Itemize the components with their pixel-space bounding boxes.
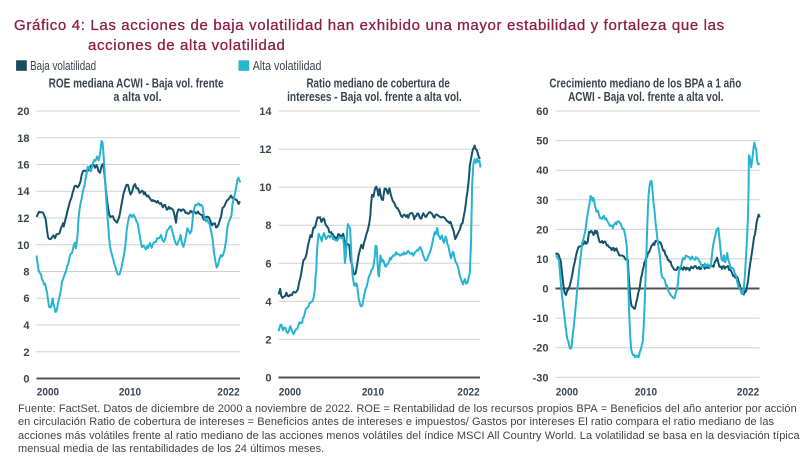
svg-text:2022: 2022	[737, 386, 759, 398]
svg-text:60: 60	[536, 106, 548, 118]
svg-text:40: 40	[536, 165, 548, 177]
svg-text:-10: -10	[533, 313, 549, 325]
svg-text:a alta vol.: a alta vol.	[114, 89, 162, 104]
svg-text:Alta volatilidad: Alta volatilidad	[253, 58, 322, 73]
svg-text:2000: 2000	[556, 386, 578, 398]
svg-text:2010: 2010	[119, 386, 141, 398]
svg-text:Ratio mediano de cobertura de: Ratio mediano de cobertura de	[307, 76, 450, 91]
svg-text:Baja volatilidad: Baja volatilidad	[30, 58, 96, 73]
svg-text:50: 50	[536, 136, 548, 148]
svg-text:2: 2	[23, 347, 29, 359]
svg-text:10: 10	[259, 182, 271, 194]
svg-text:4: 4	[23, 320, 30, 332]
svg-text:20: 20	[17, 106, 29, 118]
svg-text:4: 4	[265, 296, 272, 308]
svg-text:18: 18	[17, 133, 29, 145]
svg-text:8: 8	[265, 220, 271, 232]
svg-text:0: 0	[23, 374, 29, 386]
svg-text:30: 30	[536, 195, 548, 207]
svg-text:2000: 2000	[37, 386, 59, 398]
svg-text:10: 10	[17, 240, 29, 252]
svg-text:2022: 2022	[217, 386, 239, 398]
svg-text:2000: 2000	[279, 386, 301, 398]
svg-text:intereses - Baja vol. frente a: intereses - Baja vol. frente a alta vol.	[287, 89, 462, 104]
svg-text:14: 14	[17, 186, 30, 198]
svg-text:ROE mediana ACWI - Baja vol. f: ROE mediana ACWI - Baja vol. frente	[49, 76, 224, 91]
svg-text:10: 10	[536, 254, 548, 266]
svg-text:12: 12	[259, 144, 271, 156]
svg-text:-30: -30	[533, 372, 549, 384]
svg-text:2010: 2010	[635, 386, 657, 398]
svg-text:12: 12	[17, 213, 29, 225]
svg-text:16: 16	[17, 160, 29, 172]
svg-text:2010: 2010	[362, 386, 384, 398]
svg-text:20: 20	[536, 224, 548, 236]
svg-text:0: 0	[265, 373, 271, 385]
svg-text:8: 8	[23, 267, 29, 279]
svg-text:-20: -20	[533, 343, 549, 355]
svg-text:2022: 2022	[457, 386, 479, 398]
svg-text:ACWI - Baja vol. frente a alta: ACWI - Baja vol. frente a alta vol.	[568, 89, 723, 104]
svg-text:6: 6	[265, 258, 271, 270]
svg-text:2: 2	[265, 334, 271, 346]
svg-text:Crecimiento mediano de los BPA: Crecimiento mediano de los BPA a 1 año	[549, 76, 741, 91]
svg-text:0: 0	[542, 284, 548, 296]
svg-text:6: 6	[23, 293, 29, 305]
svg-text:14: 14	[259, 106, 272, 118]
